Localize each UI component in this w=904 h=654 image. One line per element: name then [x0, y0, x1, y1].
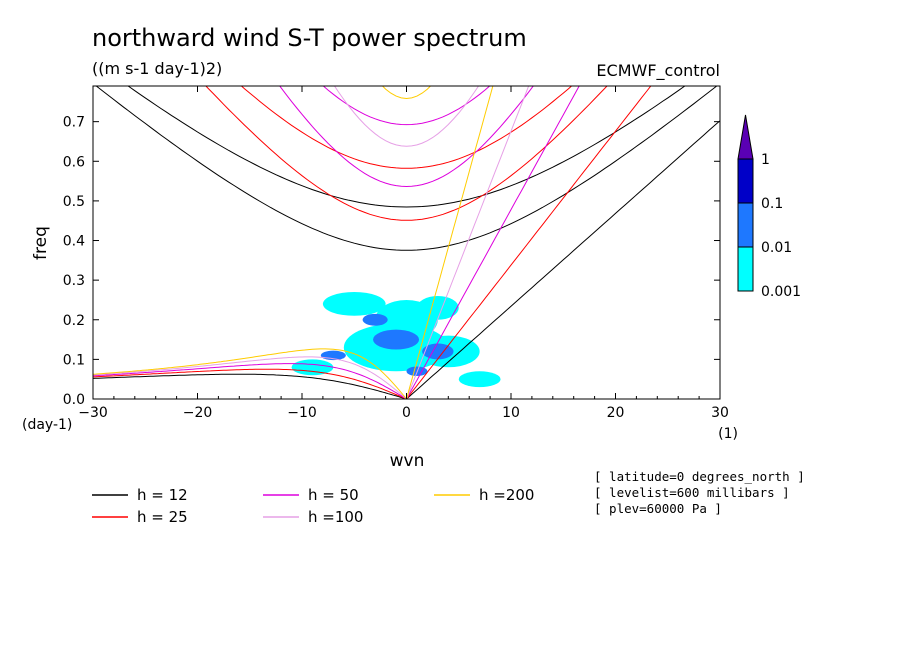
spectrum-blob-6 [458, 371, 501, 388]
annotation-latitude: [ latitude=0 degrees_north ] [594, 469, 805, 484]
spectrum-blob-9 [362, 313, 388, 326]
chart-title: northward wind S-T power spectrum [92, 24, 527, 52]
spectrum-blob-7 [373, 329, 420, 350]
curve-h50-3 [93, 363, 407, 399]
legend: h = 12 h = 25 h = 50 h =100 h =200 [92, 486, 534, 526]
curve-h12-3 [93, 373, 407, 399]
curve-h50-0 [279, 86, 534, 188]
colorbar-label: 0.01 [761, 240, 792, 256]
y-tick-label: 0.5 [63, 194, 85, 210]
curve-h200-1 [93, 0, 720, 11]
legend-label-h100: h =100 [308, 508, 363, 526]
x-axis-ticks: −30 −20 −10 0 10 20 30 [78, 86, 729, 421]
y-tick-label: 0.7 [63, 115, 85, 131]
legend-label-h12: h = 12 [137, 486, 188, 504]
y-tick-label: 0.0 [63, 392, 85, 408]
colorbar: 0.001 0.01 0.1 1 [737, 114, 801, 300]
curve-h12-1 [127, 86, 686, 208]
curve-h25-3 [93, 368, 407, 399]
x-tick-label: −20 [183, 405, 213, 421]
spectrum-blob-5 [291, 359, 334, 376]
y-axis-ticks: 0.0 0.1 0.2 0.3 0.4 0.5 0.6 0.7 [63, 115, 720, 408]
source-label: ECMWF_control [596, 61, 720, 81]
x-tick-label: −10 [287, 405, 317, 421]
colorbar-segment-2 [737, 158, 754, 204]
curve-h200-3 [93, 348, 407, 399]
curve-h50-2 [406, 86, 580, 399]
curve-h25-1 [240, 86, 573, 169]
curve-h100-0 [333, 86, 480, 147]
x-axis-label: wvn [390, 451, 425, 471]
x-tick-label: 20 [607, 405, 625, 421]
x-tick-label: 10 [502, 405, 520, 421]
curve-h12-2 [406, 120, 720, 399]
y-unit-label: (day-1) [22, 417, 72, 433]
y-tick-label: 0.2 [63, 313, 85, 329]
y-tick-label: 0.4 [63, 234, 85, 250]
colorbar-segment-0 [737, 246, 754, 292]
y-tick-label: 0.6 [63, 154, 85, 170]
chart-subtitle: ((m s-1 day-1)2) [92, 59, 222, 78]
spectrum-blob-3 [322, 292, 386, 316]
colorbar-label: 1 [761, 152, 770, 168]
x-tick-label: 30 [711, 405, 729, 421]
curve-h25-2 [406, 86, 652, 399]
legend-label-h50: h = 50 [308, 486, 359, 504]
y-axis-label: freq [31, 226, 51, 260]
colorbar-arrow [737, 114, 754, 160]
y-tick-label: 0.3 [63, 273, 85, 289]
curve-h25-0 [205, 86, 608, 221]
curve-h50-1 [322, 86, 491, 126]
dispersion-curves [93, 0, 720, 399]
colorbar-label: 0.001 [761, 284, 801, 300]
colorbar-label: 0.1 [761, 196, 783, 212]
spectrum-fill [291, 292, 501, 388]
x-tick-label: −30 [78, 405, 108, 421]
y-tick-label: 0.1 [63, 352, 85, 368]
curve-h100-2 [406, 86, 530, 399]
x-tick-label: 0 [402, 405, 411, 421]
legend-label-h25: h = 25 [137, 508, 188, 526]
curve-h100-3 [93, 356, 407, 399]
annotation-plev: [ plev=60000 Pa ] [594, 501, 722, 516]
colorbar-segment-1 [737, 202, 754, 248]
spectrum-blob-4 [416, 295, 459, 320]
curve-h12-0 [95, 86, 718, 251]
x-unit-label: (1) [718, 426, 738, 442]
legend-label-h200: h =200 [479, 486, 534, 504]
curve-h200-0 [381, 86, 432, 100]
annotation-levelist: [ levelist=600 millibars ] [594, 485, 790, 500]
curve-h200-2 [406, 86, 494, 399]
